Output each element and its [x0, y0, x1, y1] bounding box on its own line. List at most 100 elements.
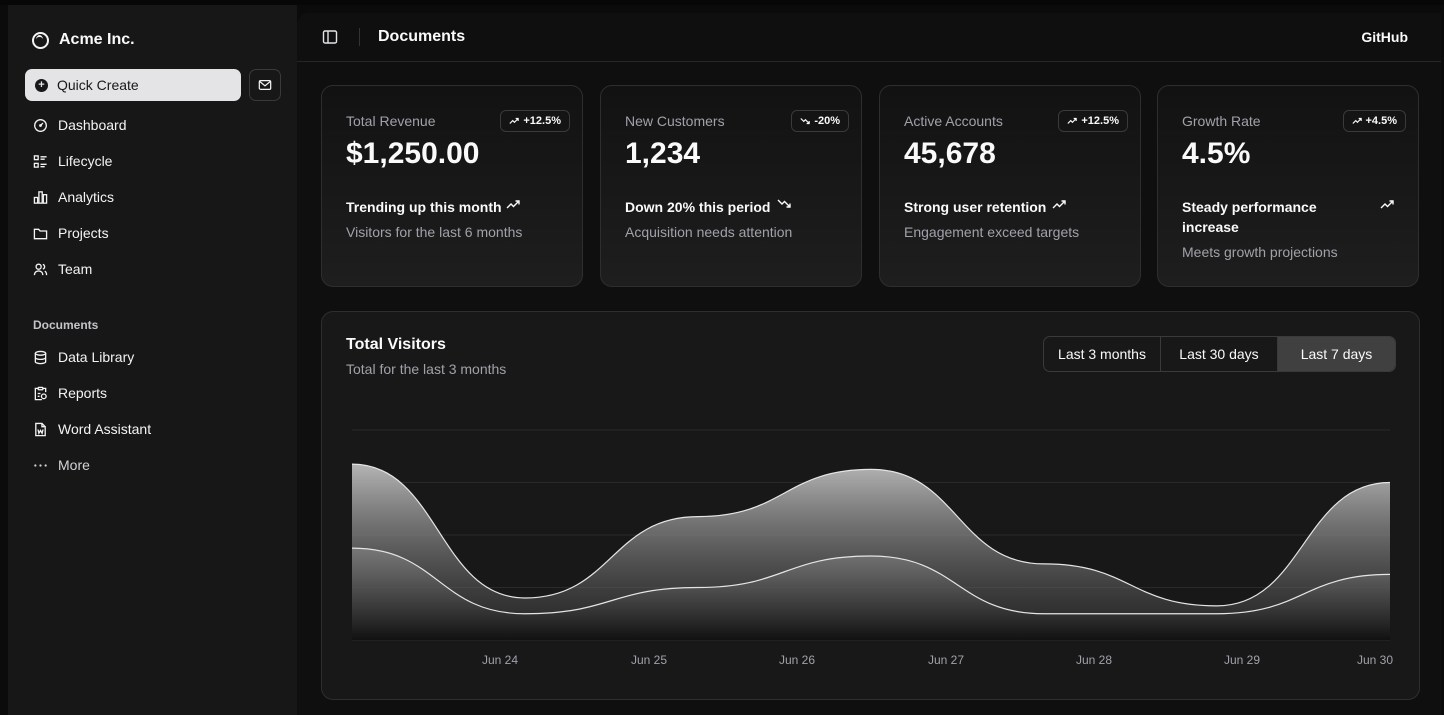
card-label: Active Accounts — [904, 113, 1003, 129]
x-tick-label: Jun 28 — [1076, 653, 1112, 667]
x-tick-label: Jun 24 — [482, 653, 518, 667]
trending-up-icon — [509, 117, 520, 124]
documents-section-label: Documents — [33, 318, 99, 332]
brand-name: Acme Inc. — [59, 31, 135, 48]
chart-bar-icon — [33, 190, 48, 204]
range-last-7-days[interactable]: Last 7 days — [1278, 337, 1395, 371]
nav-item-data-library[interactable]: Data Library — [25, 339, 281, 375]
brand[interactable]: Acme Inc. — [32, 31, 135, 49]
nav-label: More — [58, 457, 90, 473]
card-footer: Down 20% this period — [625, 199, 771, 215]
report-icon — [34, 386, 47, 400]
nav-label: Projects — [58, 225, 109, 241]
dots-icon — [34, 463, 47, 467]
x-tick-label: Jun 27 — [928, 653, 964, 667]
page-title: Documents — [378, 28, 466, 45]
x-tick-label: Jun 29 — [1224, 653, 1260, 667]
brand-logo-icon — [32, 31, 49, 49]
database-icon — [34, 350, 47, 364]
gauge-icon — [34, 118, 47, 132]
series-line-0 — [351, 463, 1391, 607]
nav-label: Dashboard — [58, 117, 127, 133]
nav-label: Lifecycle — [58, 153, 113, 169]
trending-up-icon — [506, 200, 520, 209]
nav-label: Data Library — [58, 349, 135, 365]
nav-label: Word Assistant — [58, 421, 152, 437]
nav-item-team[interactable]: Team — [25, 251, 281, 287]
card-footer: Strong user retention — [904, 199, 1047, 215]
badge-value: +12.5% — [1081, 115, 1119, 127]
series-area-1 — [352, 548, 1390, 640]
chart-subtitle: Total for the last 3 months — [346, 361, 507, 377]
nav-label: Reports — [58, 385, 108, 401]
nav-label: Analytics — [58, 189, 115, 205]
range-last-3-months[interactable]: Last 3 months — [1044, 337, 1161, 371]
series-area-0 — [352, 464, 1390, 640]
card-value: 45,678 — [904, 137, 996, 170]
trending-up-icon — [1351, 117, 1362, 124]
badge-value: +12.5% — [523, 115, 561, 127]
quick-create-button[interactable]: + Quick Create — [25, 69, 241, 101]
main-content: Documents GitHub Total Revenue +12.5% $1… — [297, 13, 1441, 715]
page-header: Documents GitHub — [297, 13, 1441, 62]
users-icon — [33, 262, 48, 275]
card-subtext: Engagement exceed targets — [904, 224, 1080, 240]
nav-item-lifecycle[interactable]: Lifecycle — [25, 143, 281, 179]
card-value: 4.5% — [1182, 137, 1251, 170]
mail-icon — [258, 80, 272, 90]
nav-item-analytics[interactable]: Analytics — [25, 179, 281, 215]
range-toggle-group: Last 3 months Last 30 days Last 7 days — [1043, 336, 1396, 372]
trend-badge: +4.5% — [1342, 110, 1406, 132]
card-value: $1,250.00 — [346, 137, 480, 170]
trending-up-icon — [1067, 117, 1078, 124]
card-label: Total Revenue — [346, 113, 436, 129]
range-last-30-days[interactable]: Last 30 days — [1161, 337, 1278, 371]
nav-item-word-assistant[interactable]: Word Assistant — [25, 411, 281, 447]
area-chart: Jun 24 Jun 25 Jun 26 Jun 27 Jun 28 Jun 29 Jun … — [351, 429, 1393, 667]
card-subtext: Meets growth projections — [1182, 244, 1338, 260]
card-subtext: Visitors for the last 6 months — [346, 224, 523, 240]
main-nav: Dashboard Lifecycle Analytics Projects T… — [25, 107, 281, 287]
chart-title: Total Visitors — [346, 336, 446, 353]
sidebar-toggle-icon[interactable] — [322, 29, 338, 45]
list-details-icon — [33, 154, 47, 168]
total-visitors-card: Total Visitors Total for the last 3 mont… — [321, 311, 1420, 700]
card-footer: Trending up this month — [346, 199, 502, 215]
header-divider — [359, 28, 360, 46]
folder-icon — [33, 228, 48, 239]
plus-circle-icon: + — [35, 78, 48, 92]
trend-badge: +12.5% — [1058, 110, 1128, 132]
inbox-button[interactable] — [249, 69, 281, 101]
x-tick-label: Jun 25 — [631, 653, 667, 667]
github-link[interactable]: GitHub — [1361, 29, 1408, 45]
series-line-1 — [351, 547, 1391, 615]
card-subtext: Acquisition needs attention — [625, 224, 793, 240]
nav-item-more[interactable]: More — [25, 447, 281, 483]
card-label: Growth Rate — [1182, 113, 1261, 129]
metric-card-new-customers: New Customers -20% 1,234 Down 20% this p… — [600, 85, 862, 287]
quick-create-label: Quick Create — [57, 77, 139, 93]
trending-down-icon — [800, 118, 811, 125]
badge-value: +4.5% — [1365, 115, 1398, 127]
card-label: New Customers — [625, 113, 725, 129]
nav-item-projects[interactable]: Projects — [25, 215, 281, 251]
metric-card-total-revenue: Total Revenue +12.5% $1,250.00 Trending … — [321, 85, 583, 287]
trending-up-icon — [1380, 200, 1394, 209]
trending-down-icon — [777, 199, 791, 208]
file-word-icon — [35, 422, 46, 436]
documents-nav: Data Library Reports Word Assistant More — [25, 339, 281, 483]
x-tick-label: Jun 30 — [1357, 653, 1393, 667]
trending-up-icon — [1052, 200, 1066, 209]
card-footer: Steady performance increase — [1182, 199, 1317, 235]
card-value: 1,234 — [625, 137, 701, 170]
trend-badge: -20% — [791, 110, 849, 132]
metric-card-active-accounts: Active Accounts +12.5% 45,678 Strong use… — [879, 85, 1141, 287]
nav-label: Team — [58, 261, 93, 277]
trend-badge: +12.5% — [500, 110, 570, 132]
nav-item-dashboard[interactable]: Dashboard — [25, 107, 281, 143]
x-tick-label: Jun 26 — [779, 653, 815, 667]
sidebar: Acme Inc. + Quick Create Dashboard Lifec… — [8, 5, 297, 715]
nav-item-reports[interactable]: Reports — [25, 375, 281, 411]
badge-value: -20% — [814, 115, 840, 127]
metric-card-growth-rate: Growth Rate +4.5% 4.5% Steady performanc… — [1157, 85, 1419, 287]
